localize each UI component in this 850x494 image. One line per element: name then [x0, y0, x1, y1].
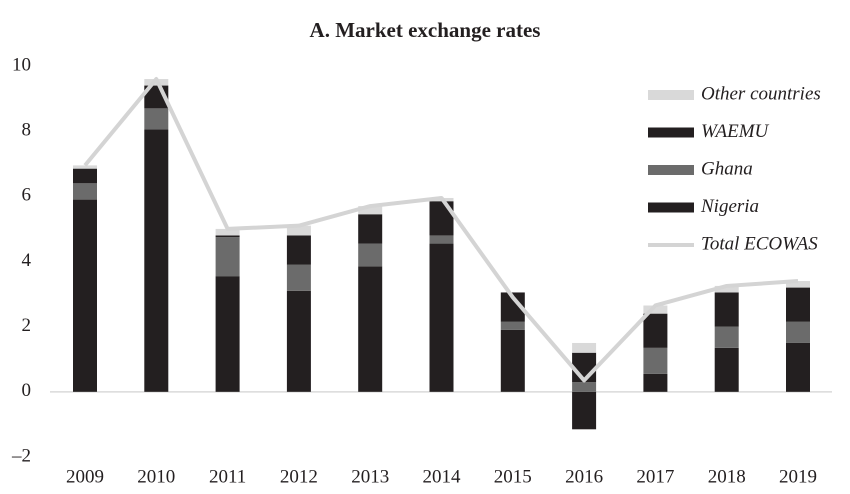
bar-segment	[73, 199, 97, 392]
bar-segment	[215, 276, 240, 392]
legend-swatch	[648, 165, 694, 175]
bar-segment	[786, 321, 810, 343]
bar-segment	[643, 347, 668, 374]
x-tick-label: 2013	[351, 466, 389, 487]
bar-segment	[286, 225, 311, 236]
bar-segment	[429, 235, 454, 244]
legend-swatch	[648, 127, 694, 138]
bar-segment	[714, 285, 739, 293]
bar-segment	[144, 108, 169, 130]
x-tick-label: 2010	[137, 466, 175, 487]
x-tick-label: 2011	[209, 466, 246, 487]
legend-label: Other countries	[701, 83, 821, 104]
x-tick-label: 2017	[636, 466, 674, 487]
bar-segment	[358, 243, 383, 267]
legend-label: Ghana	[701, 158, 753, 179]
x-tick-label: 2019	[779, 466, 817, 487]
bar-segment	[714, 292, 739, 327]
bar-segment	[215, 237, 240, 277]
bar-segment	[286, 290, 311, 392]
legend-swatch	[648, 202, 694, 213]
bar-segment	[286, 264, 311, 291]
bar-segment	[714, 326, 739, 348]
bar-segment	[572, 342, 597, 353]
bar-segment	[643, 373, 668, 392]
bar-segment	[572, 391, 597, 430]
y-tick-label: 0	[22, 380, 32, 401]
bar-segment	[215, 228, 240, 236]
y-tick-label: 2	[22, 315, 32, 336]
legend-label: Nigeria	[700, 196, 759, 217]
bar-segment	[786, 287, 810, 322]
total-line	[83, 77, 799, 383]
bar-segment	[429, 243, 454, 392]
bar-segment	[714, 347, 739, 392]
bar-segment	[358, 206, 383, 215]
bar-segment	[358, 214, 383, 244]
bar-segment	[643, 313, 668, 348]
bar-segment	[572, 382, 597, 392]
bar-segment	[215, 235, 240, 238]
bar-segment	[144, 129, 169, 392]
legend-label: Total ECOWAS	[701, 233, 818, 254]
y-tick-label: –2	[11, 445, 31, 466]
bar-segment	[500, 329, 525, 392]
bar-segment	[286, 235, 311, 265]
x-tick-label: 2018	[708, 466, 746, 487]
y-tick-label: 10	[12, 54, 31, 75]
x-tick-label: 2014	[423, 466, 462, 487]
bar-segment	[643, 305, 668, 314]
bar-segment	[73, 183, 97, 200]
legend-swatch	[648, 90, 694, 100]
chart-title: A. Market exchange rates	[310, 18, 541, 42]
x-tick-label: 2016	[565, 466, 603, 487]
bar-segment	[500, 321, 525, 330]
y-tick-label: 4	[22, 250, 32, 271]
bar-segment	[73, 168, 97, 184]
bar-segment	[358, 266, 383, 392]
x-tick-label: 2012	[280, 466, 318, 487]
y-tick-label: 6	[22, 185, 32, 206]
x-tick-label: 2009	[66, 466, 104, 487]
bar-segment	[572, 352, 597, 383]
bar-segment	[786, 281, 810, 288]
bar-segment	[786, 342, 810, 392]
y-tick-label: 8	[22, 120, 32, 141]
legend-label: WAEMU	[701, 121, 770, 142]
bar-segment	[73, 165, 97, 169]
x-tick-label: 2015	[494, 466, 532, 487]
